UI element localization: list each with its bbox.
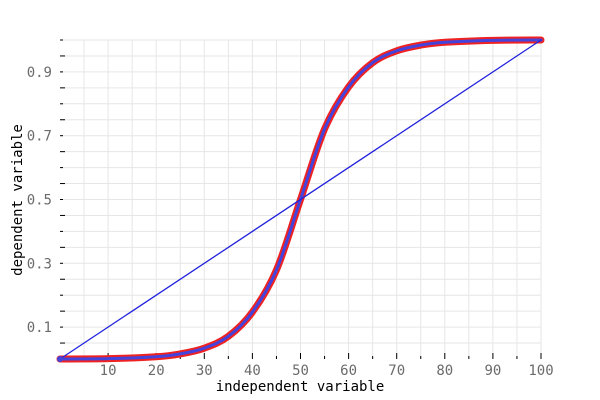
x-tick-label: 50 — [292, 363, 309, 379]
x-tick-label: 40 — [244, 363, 261, 379]
x-tick-labels: 10 20 30 40 50 60 70 80 90 100 — [100, 363, 554, 379]
x-tick-label: 10 — [100, 363, 117, 379]
x-tick-label: 80 — [436, 363, 453, 379]
y-tick-label: 0.7 — [27, 129, 52, 145]
x-tick-label: 100 — [528, 363, 553, 379]
x-tick-label: 20 — [148, 363, 165, 379]
y-tick-labels: 0.1 0.3 0.5 0.7 0.9 — [27, 65, 52, 336]
x-axis-label: independent variable — [216, 379, 385, 395]
x-tick-label: 60 — [340, 363, 357, 379]
y-tick-label: 0.5 — [27, 193, 52, 209]
series-line-3 — [59, 39, 542, 360]
series-layer — [56, 36, 545, 363]
grid — [60, 39, 542, 359]
y-axis-label: dependent variable — [10, 124, 26, 276]
series-point-origin — [57, 356, 63, 362]
x-tick-label: 70 — [388, 363, 405, 379]
x-tick-label: 90 — [484, 363, 501, 379]
x-tick-label: 30 — [196, 363, 213, 379]
y-tick-label: 0.9 — [27, 65, 52, 81]
y-tick-label: 0.3 — [27, 256, 52, 272]
y-tick-label: 0.1 — [27, 320, 52, 336]
